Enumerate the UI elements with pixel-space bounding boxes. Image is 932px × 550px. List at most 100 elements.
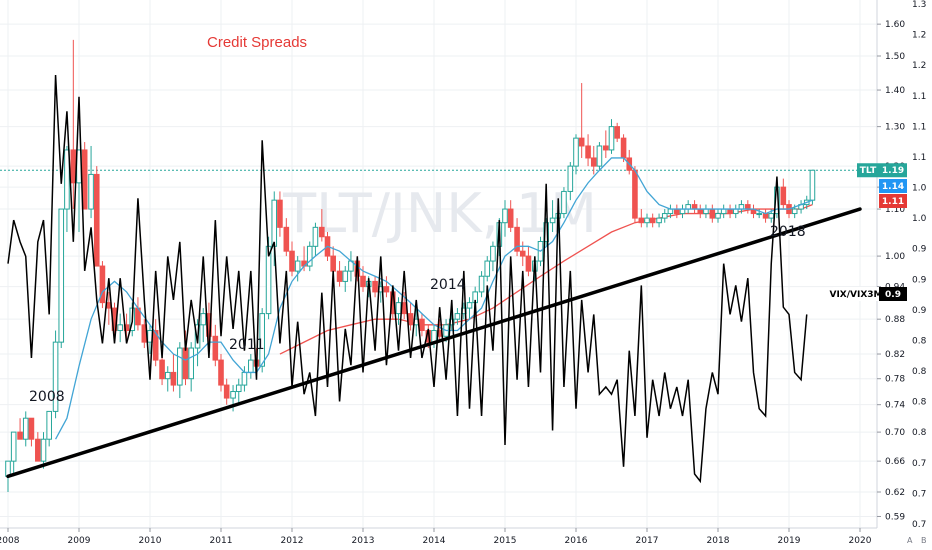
right-y-tick-label: 1.2 [912, 61, 926, 71]
candle-body [578, 137, 585, 147]
x-tick-label: 2017 [636, 536, 659, 546]
vix-ratio-layer [7, 74, 808, 484]
right-y-tick-label: 0.8 [912, 398, 927, 408]
candle-body [241, 371, 248, 386]
candle-body [608, 126, 615, 151]
candle-body [360, 275, 366, 288]
candle-body [649, 217, 656, 224]
candle-body [720, 208, 727, 215]
candle-body [809, 169, 816, 201]
ma-fast-line [54, 157, 813, 440]
candle-body [507, 208, 514, 228]
candle-body [667, 208, 674, 215]
ma-fast-value-tag: 1.14 [882, 182, 904, 192]
x-tick-label: 2018 [707, 536, 730, 546]
candle-body [703, 208, 709, 215]
vix-value-tag: 0.9 [885, 290, 901, 300]
candle-body [543, 222, 549, 243]
candle-body [330, 255, 336, 272]
candle-body [727, 208, 733, 215]
tlt-name-tag: TLT [860, 166, 877, 176]
right-y-tick-label: 0.7 [912, 489, 926, 499]
right-y-tick-label: 0.7 [912, 459, 926, 469]
annotation-2018: 2018 [770, 224, 806, 240]
base-button[interactable]: B [921, 536, 927, 545]
right-y-tick-label: 1.2 [912, 31, 926, 41]
left-y-tick-label: 0.88 [885, 315, 905, 325]
candle-body [644, 217, 650, 224]
candle-body [549, 217, 556, 224]
candle-body [70, 149, 77, 184]
candle-body [407, 313, 414, 326]
candle-body [685, 204, 691, 210]
candle-body [46, 410, 52, 440]
candle-body [35, 438, 41, 462]
left-y-tick-label: 1.00 [885, 252, 905, 262]
candle-body [235, 384, 242, 393]
candle-body [259, 313, 265, 367]
candle-body [395, 302, 402, 315]
candle-body [277, 199, 283, 228]
candle-body [514, 226, 520, 252]
ma-slow-value-tag-bg [879, 194, 907, 208]
ma-fast-value-tag-bg [879, 179, 907, 193]
grid [0, 0, 877, 528]
candle-body [632, 169, 638, 219]
left-y-tick-label: 0.82 [885, 350, 905, 360]
left-y-tick-label: 1.30 [885, 123, 905, 133]
x-tick-label: 2019 [778, 536, 801, 546]
candle-body [768, 213, 775, 219]
candle-body [271, 199, 278, 247]
candle-body [674, 208, 680, 215]
candle-body [561, 190, 567, 215]
left-y-tick-label: 0.59 [885, 512, 905, 522]
candle-body [230, 391, 236, 399]
x-tick-label: 2008 [0, 536, 20, 546]
right-y-tick-label: 1.0 [912, 184, 927, 194]
candle-body [679, 208, 686, 215]
x-tick-label: 2012 [281, 536, 304, 546]
candle-body [614, 126, 620, 139]
candle-body [502, 208, 508, 224]
candle-body [603, 145, 609, 151]
right-y-tick-label: 0.9 [912, 245, 927, 255]
x-tick-label: 2020 [849, 536, 872, 546]
right-y-tick-label: 0.8 [912, 336, 927, 346]
vix-name-tag: VIX/VIX3M [829, 290, 882, 300]
candle-body [519, 250, 526, 257]
candle-body [697, 208, 704, 215]
candle-body [294, 260, 301, 272]
candle-body [709, 208, 716, 219]
candle-body [732, 208, 739, 215]
candle-body [573, 137, 579, 167]
candle-body [383, 286, 390, 293]
candle-body [218, 359, 224, 386]
right-y-tick-label: 0.9 [912, 275, 927, 285]
candle-body [454, 313, 461, 320]
candle-body [401, 302, 407, 315]
right-y-tick-label: 1.0 [912, 214, 927, 224]
candle-body [182, 347, 189, 380]
candle-body [200, 313, 207, 326]
candle-body [289, 250, 295, 272]
candle-body [656, 217, 662, 224]
right-y-tick-label: 1.1 [912, 122, 926, 132]
right-y-tick-label: 0.8 [912, 367, 927, 377]
candle-body [596, 145, 603, 167]
auto-scale-button[interactable]: A [907, 536, 913, 545]
right-y-tick-label: 1.1 [912, 153, 926, 163]
candle-body [248, 359, 254, 373]
x-tick-label: 2016 [565, 536, 588, 546]
trend-line [6, 207, 862, 479]
candle-body [164, 371, 171, 380]
candle-body [58, 208, 65, 343]
candle-body [188, 347, 194, 380]
candle-body [791, 208, 798, 215]
right-y-tick-label: 1.1 [912, 92, 926, 102]
left-y-tick-label: 1.50 [885, 52, 905, 62]
tlt-name-tag-bg [857, 163, 879, 178]
right-y-tick-label: 0.9 [912, 306, 927, 316]
candle-body [780, 186, 787, 206]
candle-body [177, 347, 183, 386]
symbol-watermark-text: TLT/JNK, 1M [282, 182, 597, 245]
